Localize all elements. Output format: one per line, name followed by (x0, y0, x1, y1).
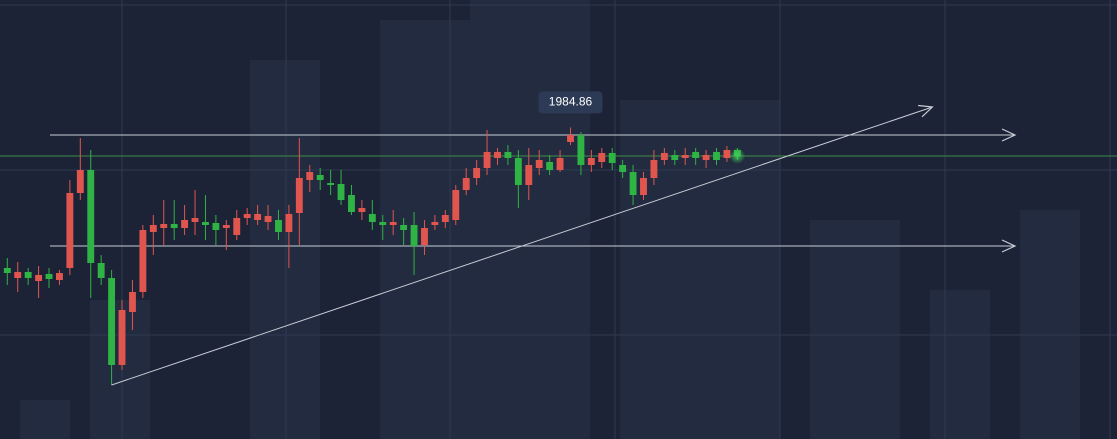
candle-body (160, 224, 168, 228)
candle-body (587, 158, 595, 165)
candle-body (212, 223, 220, 230)
candle-body (56, 273, 63, 280)
candle-body (368, 214, 376, 222)
candle-body (358, 208, 366, 212)
candle-body (76, 170, 84, 193)
candle-body (14, 272, 22, 278)
candle-body (139, 230, 147, 292)
annotation-label: 1984.86 (549, 95, 593, 109)
candle-body (608, 153, 616, 163)
candle-body (316, 175, 324, 180)
annotation-box (538, 91, 603, 114)
candle-body (149, 225, 157, 232)
candle-body (87, 170, 95, 263)
last-price-glow (729, 148, 746, 164)
candle-body (660, 153, 668, 160)
candle-body (640, 178, 647, 195)
candle-body (222, 225, 230, 228)
candle-body (118, 310, 126, 365)
candle-body (650, 160, 658, 178)
candle-body (504, 152, 512, 158)
plot (0, 104, 1117, 386)
candle-body (681, 155, 689, 158)
candle-body (483, 152, 491, 168)
candle-body (629, 172, 637, 195)
candle-body (462, 178, 470, 190)
candle-body (514, 158, 522, 185)
candle-body (243, 214, 251, 218)
candle-body (24, 272, 32, 278)
candle-body (233, 218, 241, 235)
city-backdrop (20, 0, 1080, 439)
candle-body (546, 162, 554, 170)
candle-body (400, 225, 408, 230)
candle-body (254, 214, 262, 220)
candle-body (275, 220, 282, 232)
candle-body (441, 215, 449, 222)
candle-body (337, 184, 345, 200)
candle-body (45, 274, 53, 279)
candle-body (421, 228, 428, 245)
candle-body (264, 216, 272, 222)
candle-body (348, 195, 355, 212)
candle-body (191, 218, 199, 222)
candle-body (389, 222, 397, 225)
candle-body (535, 160, 543, 168)
candle-body (97, 263, 105, 278)
candle-body (285, 214, 293, 232)
candle-body (66, 193, 74, 268)
trend-line (111, 104, 934, 386)
candle-body (671, 155, 679, 160)
candle-body (108, 278, 116, 365)
candle-body (295, 178, 303, 213)
candle-body (556, 158, 564, 170)
candle-body (379, 222, 387, 225)
candle-body (431, 222, 439, 225)
candle-body (35, 275, 43, 281)
candle-body (452, 190, 460, 220)
candle-body (202, 222, 209, 225)
candle-body (713, 152, 720, 160)
candle-body (410, 225, 418, 246)
candle-body (702, 155, 710, 160)
candle-body (327, 183, 335, 185)
candle-body (577, 135, 585, 165)
candle-body (619, 165, 627, 172)
candle-body (525, 165, 533, 185)
candle-body (494, 152, 501, 158)
candle-body (473, 168, 481, 178)
candle-body (692, 152, 700, 158)
candle-body (306, 172, 314, 180)
candle-body (723, 150, 731, 158)
candle-body (598, 153, 606, 162)
candle-body (170, 224, 178, 228)
candle-body (181, 220, 189, 228)
candle-body (3, 268, 11, 273)
candle-body (129, 292, 136, 312)
annotation: 1984.86 (538, 91, 603, 114)
candle-body (567, 135, 574, 142)
